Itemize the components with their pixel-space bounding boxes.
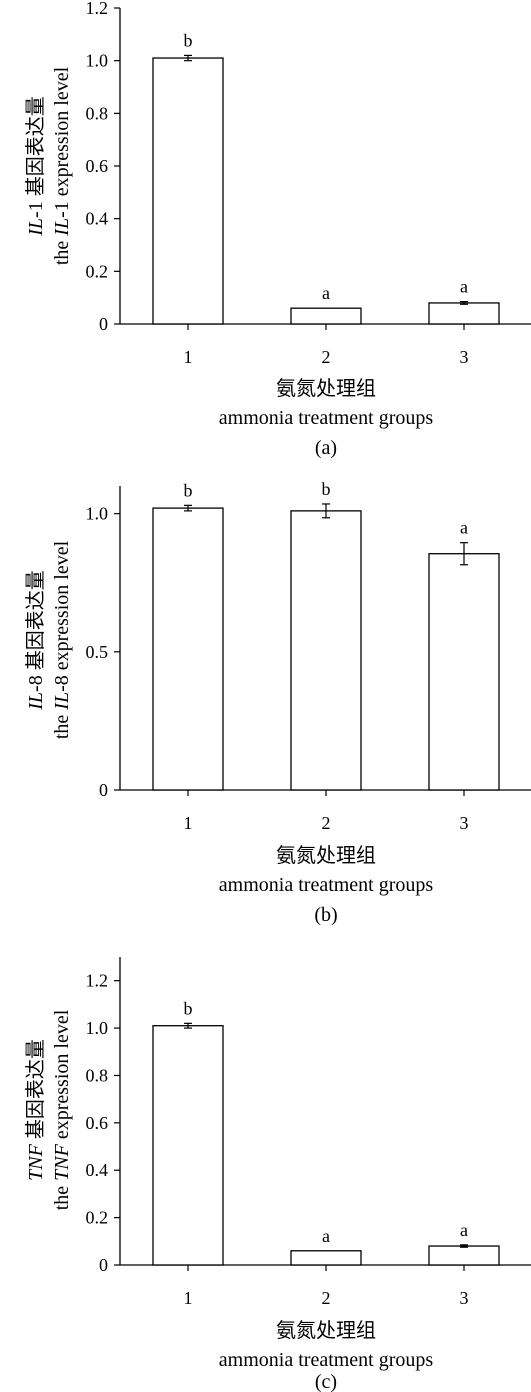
significance-label: a [460,277,468,297]
y-tick-label: 0.4 [86,1160,109,1180]
y-axis-title-cn: IL-8 基因表达量 [24,570,47,710]
panel-label: (a) [315,437,337,459]
panel-label: (b) [314,904,337,926]
x-axis-title-cn: 氨氮处理组 [276,377,376,400]
y-tick-label: 1.2 [86,971,109,991]
bar [152,507,224,791]
y-tick-label: 1.0 [86,51,109,71]
y-tick-label: 0.6 [86,1113,109,1133]
bar [290,510,362,791]
bar [428,553,500,791]
x-tick-label: 1 [184,347,193,367]
x-tick-label: 3 [460,347,469,367]
y-tick-label: 0.8 [86,1065,109,1085]
x-axis-title-en: ammonia treatment groups [219,1349,434,1371]
y-tick-label: 0.6 [86,156,109,176]
x-tick-label: 3 [460,1288,469,1308]
significance-label: b [322,479,331,499]
bar [290,1250,362,1266]
x-tick-label: 1 [184,1288,193,1308]
chart-panel-1: 0 0.2 0.4 0.6 0.8 1.0 1.2 b 1 a 2 a 3 氨氮处理组 ammonia tr… [24,0,531,459]
bar [428,302,500,325]
y-tick-label: 1.0 [86,1018,109,1038]
x-axis-title-en: ammonia treatment groups [219,874,434,896]
y-axis-title-cn: IL-1 基因表达量 [24,96,47,236]
chart-panel-3: 0 0.2 0.4 0.6 0.8 1.0 1.2 b 1 a 2 a 3 氨氮处理组 ammonia tr… [24,957,531,1392]
significance-label: b [184,998,193,1018]
chart-panel-2: 0 0.5 1.0 b 1 b 2 a 3 氨氮处理组 ammonia treatment grou… [24,479,531,926]
significance-label: a [460,518,468,538]
x-tick-label: 2 [322,1288,331,1308]
x-tick-label: 1 [184,813,193,833]
y-tick-label: 0 [99,780,108,800]
x-axis-title-en: ammonia treatment groups [219,407,434,429]
y-axis-title-en: the IL-8 expression level [51,540,73,739]
y-tick-label: 0.2 [86,1208,109,1228]
y-tick-label: 0.8 [86,103,109,123]
y-tick-label: 0.5 [86,642,109,662]
x-axis-title-cn: 氨氮处理组 [276,844,376,867]
x-tick-label: 2 [322,813,331,833]
y-axis-title-en: the TNF expression level [51,1009,73,1210]
bar [152,1025,224,1266]
bar [290,307,362,325]
x-tick-label: 3 [460,813,469,833]
bar [428,1245,500,1266]
significance-label: a [322,283,330,303]
y-tick-label: 0 [99,1255,108,1275]
x-tick-label: 2 [322,347,331,367]
bar [152,57,224,325]
y-axis-title-cn: TNF 基因表达量 [24,1039,47,1181]
y-tick-label: 1.2 [86,0,109,18]
significance-label: b [184,480,193,500]
significance-label: a [460,1220,468,1240]
y-tick-label: 1.0 [86,504,109,524]
y-tick-label: 0.4 [86,209,109,229]
x-axis-title-cn: 氨氮处理组 [276,1319,376,1342]
significance-label: b [184,30,193,50]
y-tick-label: 0 [99,314,108,334]
significance-label: a [322,1226,330,1246]
y-axis-title-en: the IL-1 expression level [51,66,73,265]
y-tick-label: 0.2 [86,261,109,281]
panel-label: (c) [315,1371,337,1392]
